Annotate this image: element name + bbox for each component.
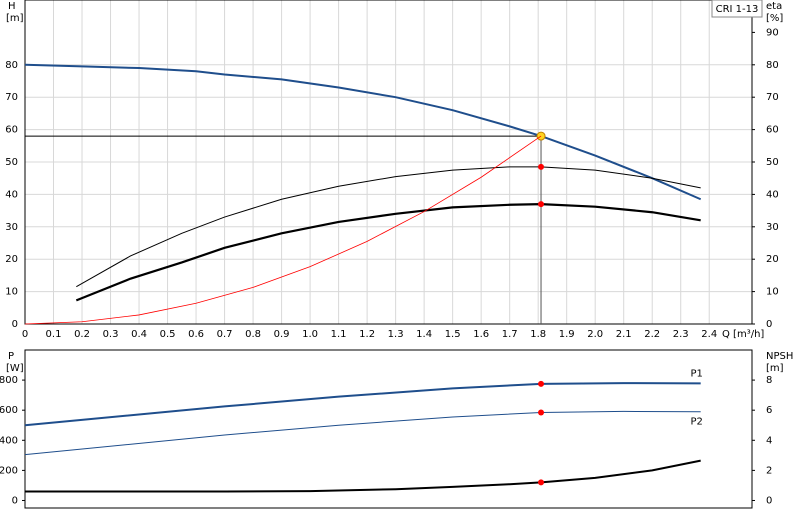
x-tick-label: 0.9 xyxy=(274,329,290,340)
y2-tick-label: 2 xyxy=(766,465,772,476)
y2-axis-label: NPSH xyxy=(766,351,793,362)
y2-axis-unit: [m] xyxy=(766,363,784,374)
x-tick-label: 0.2 xyxy=(74,329,90,340)
marker xyxy=(538,479,545,486)
curve xyxy=(25,459,701,493)
y-axis-unit: [W] xyxy=(6,363,24,374)
y-tick-label: 400 xyxy=(0,435,18,446)
x-tick-label: 1.8 xyxy=(530,329,546,340)
x-tick-label: 1.9 xyxy=(559,329,575,340)
x-axis-label: Q [m³/h] xyxy=(722,329,764,340)
y2-axis-label: eta xyxy=(766,1,782,12)
y2-tick-label: 70 xyxy=(766,92,779,103)
y-axis-unit: [m] xyxy=(6,13,24,24)
curve xyxy=(24,410,701,456)
y2-tick-label: 4 xyxy=(766,435,772,446)
y2-tick-label: 30 xyxy=(766,222,779,233)
y-tick-label: 70 xyxy=(5,92,18,103)
x-tick-label: 1.3 xyxy=(388,329,404,340)
x-tick-label: 1.4 xyxy=(416,329,432,340)
marker xyxy=(538,201,545,208)
x-tick-label: 1.5 xyxy=(445,329,461,340)
y-tick-label: 50 xyxy=(5,157,18,168)
x-tick-label: 0 xyxy=(22,329,28,340)
series-label: P1 xyxy=(690,368,702,379)
x-tick-label: 2.1 xyxy=(616,329,632,340)
x-tick-label: 0.8 xyxy=(245,329,261,340)
curve xyxy=(24,63,702,201)
curve xyxy=(76,166,701,288)
label-box xyxy=(711,0,763,18)
y-tick-label: 800 xyxy=(0,375,18,386)
marker xyxy=(538,409,545,416)
plot-frame xyxy=(24,0,753,325)
y2-tick-label: 6 xyxy=(766,405,772,416)
marker xyxy=(538,163,545,170)
curve xyxy=(24,382,701,427)
marker xyxy=(538,380,545,387)
y-tick-label: 200 xyxy=(0,465,18,476)
y2-tick-label: 90 xyxy=(766,27,779,38)
y2-tick-label: 60 xyxy=(766,125,779,136)
y2-tick-label: 80 xyxy=(766,60,779,71)
plot-frame xyxy=(24,349,753,509)
x-tick-label: 0.3 xyxy=(103,329,119,340)
x-tick-label: 2.0 xyxy=(587,329,603,340)
curve xyxy=(24,135,542,325)
y-axis-label: P xyxy=(8,351,14,362)
y2-tick-label: 10 xyxy=(766,287,779,298)
x-tick-label: 2.4 xyxy=(701,329,717,340)
x-tick-label: 0.6 xyxy=(188,329,204,340)
y-tick-label: 30 xyxy=(5,222,18,233)
y2-tick-label: 40 xyxy=(766,189,779,200)
curve xyxy=(75,203,701,302)
x-tick-label: 0.4 xyxy=(131,329,147,340)
y-tick-label: 20 xyxy=(5,254,18,265)
y2-axis-unit: [%] xyxy=(766,13,783,24)
y2-tick-label: 0 xyxy=(766,319,772,330)
y2-tick-label: 50 xyxy=(766,157,779,168)
x-tick-label: 0.1 xyxy=(46,329,62,340)
y-tick-label: 0 xyxy=(12,319,18,330)
y-axis-label: H xyxy=(8,1,16,12)
x-tick-label: 1.6 xyxy=(473,329,489,340)
x-tick-label: 0.7 xyxy=(217,329,233,340)
series-label: P2 xyxy=(690,417,702,428)
y2-tick-label: 20 xyxy=(766,254,779,265)
y-tick-label: 40 xyxy=(5,189,18,200)
x-tick-label: 2.3 xyxy=(673,329,689,340)
y2-tick-label: 0 xyxy=(766,495,772,506)
x-tick-label: 2.2 xyxy=(644,329,660,340)
x-tick-label: 1.7 xyxy=(502,329,518,340)
y-tick-label: 0 xyxy=(12,495,18,506)
x-tick-label: 0.5 xyxy=(160,329,176,340)
y2-tick-label: 8 xyxy=(766,375,772,386)
y-tick-label: 60 xyxy=(5,125,18,136)
x-tick-label: 1.1 xyxy=(331,329,347,340)
x-tick-label: 1.0 xyxy=(302,329,318,340)
y-tick-label: 600 xyxy=(0,405,18,416)
chart-label: CRI 1-13 xyxy=(716,4,759,15)
y-tick-label: 10 xyxy=(5,287,18,298)
y-tick-label: 80 xyxy=(5,60,18,71)
x-tick-label: 1.2 xyxy=(359,329,375,340)
